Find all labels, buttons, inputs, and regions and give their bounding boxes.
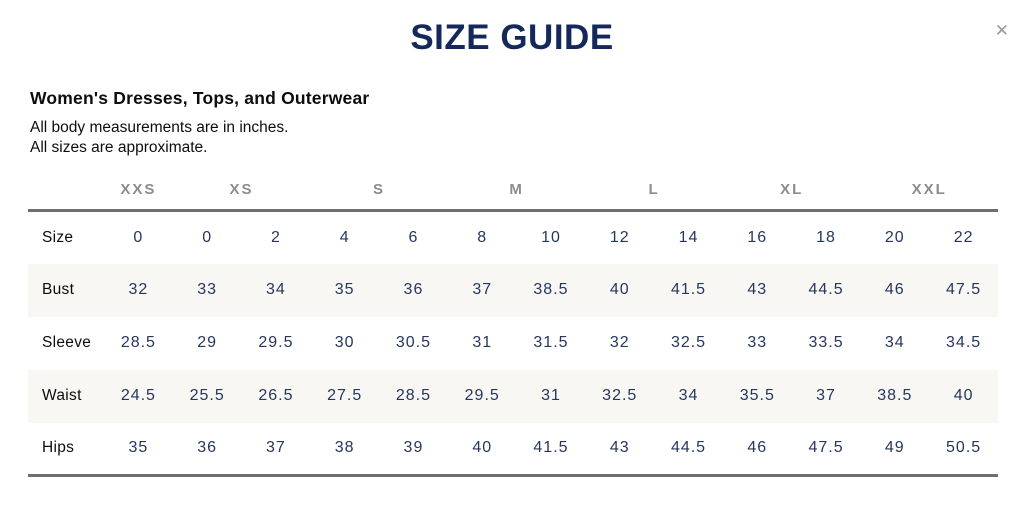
note-measurements: All body measurements are in inches. — [30, 119, 289, 136]
measurement-cell: 33 — [747, 334, 768, 352]
note-approximate: All sizes are approximate. — [30, 138, 208, 156]
measurement-cell: 38 — [334, 439, 355, 457]
measurement-cell: 32.5 — [670, 334, 707, 352]
measurement-cell: 35 — [334, 281, 355, 299]
measurement-cell: 34 — [678, 387, 699, 405]
size-group-header: S — [310, 173, 448, 213]
measurement-cell: 40 — [953, 387, 974, 405]
measurement-cell: 36 — [197, 439, 218, 457]
table-row: Hips 35 36 37 38 39 40 41.5 43 44.5 46 47.5 49 50.5 — [28, 423, 998, 476]
measurement-cell: 40 — [472, 439, 493, 457]
close-button[interactable]: ✕ — [991, 18, 1013, 44]
size-group-header: XXL — [860, 173, 998, 213]
measurement-cell: 8 — [477, 228, 488, 246]
size-group-header: XL — [722, 173, 861, 213]
measurement-cell: 35.5 — [739, 387, 775, 405]
table-row: Sleeve 28.5 29 29.5 30 30.5 31 31.5 32 32.5 33 33.5… — [28, 317, 998, 370]
row-label: Sleeve — [42, 334, 92, 352]
measurement-cell: 2 — [270, 228, 281, 246]
measurement-cell: 37 — [472, 281, 493, 299]
measurement-cell: 47.5 — [946, 281, 982, 299]
measurement-cell: 46 — [747, 439, 768, 457]
measurement-cell: 32 — [128, 281, 149, 299]
measurement-cell: 40 — [609, 281, 630, 299]
measurement-cell: 43 — [609, 439, 630, 457]
measurement-cell: 44.5 — [670, 439, 707, 457]
size-group-header: L — [585, 173, 723, 213]
measurement-cell: 29.5 — [258, 334, 294, 352]
measurement-cell: 30 — [334, 334, 355, 352]
measurement-cell: 34.5 — [946, 334, 982, 352]
measurement-cell: 12 — [609, 228, 630, 246]
measurement-cell: 29.5 — [464, 387, 500, 405]
size-table-body: Size 0 0 2 4 6 8 10 12 14 16 18 20 22 Bust 32 33 34 35 36 37… — [28, 211, 998, 476]
measurement-cell: 39 — [403, 439, 424, 457]
measurement-cell: 32 — [609, 334, 630, 352]
measurement-cell: 33.5 — [808, 334, 844, 352]
measurement-cell: 34 — [266, 281, 286, 299]
measurement-cell: 0 — [202, 228, 213, 246]
size-group-header: XS — [172, 173, 311, 213]
measurement-cell: 4 — [339, 228, 350, 246]
measurement-cell: 18 — [816, 228, 836, 246]
section-notes: All body measurements are in inches. All… — [30, 118, 1024, 157]
measurement-cell: 0 — [133, 228, 144, 246]
close-icon: ✕ — [994, 21, 1009, 40]
size-group-header: XXS — [104, 173, 173, 213]
measurement-cell: 37 — [816, 387, 836, 405]
row-label: Size — [42, 228, 74, 246]
size-group-header: M — [447, 173, 586, 213]
measurement-cell: 47.5 — [808, 439, 844, 457]
corner-cell — [28, 173, 104, 213]
measurement-cell: 33 — [197, 281, 218, 299]
measurement-cell: 41.5 — [670, 281, 707, 299]
measurement-cell: 31 — [472, 334, 493, 352]
size-table: XXS XS S M L XL XXL Size 0 0 2 4 6 8 10 12 14 16 18 20 22 Bu… — [28, 173, 998, 478]
measurement-cell: 25.5 — [189, 387, 225, 405]
measurement-cell: 10 — [541, 228, 561, 246]
table-row: Waist 24.5 25.5 26.5 27.5 28.5 29.5 31 32.5 34 35.… — [28, 369, 998, 423]
measurement-cell: 46 — [884, 281, 905, 299]
measurement-cell: 36 — [403, 281, 424, 299]
measurement-cell: 32.5 — [602, 387, 638, 405]
measurement-cell: 6 — [408, 228, 419, 246]
measurement-cell: 14 — [678, 228, 699, 246]
measurement-cell: 24.5 — [120, 387, 156, 405]
measurement-cell: 30.5 — [395, 334, 432, 352]
table-row: Size 0 0 2 4 6 8 10 12 14 16 18 20 22 — [28, 211, 998, 264]
measurement-cell: 28.5 — [120, 334, 156, 352]
measurement-cell: 37 — [266, 439, 286, 457]
measurement-cell: 41.5 — [533, 439, 569, 457]
page-title: SIZE GUIDE — [410, 18, 614, 57]
measurement-cell: 31.5 — [533, 334, 569, 352]
measurement-cell: 31 — [541, 387, 561, 405]
measurement-cell: 22 — [953, 228, 974, 246]
measurement-cell: 29 — [197, 334, 218, 352]
measurement-cell: 44.5 — [808, 281, 844, 299]
measurement-cell: 49 — [884, 439, 905, 457]
row-label: Waist — [42, 387, 82, 405]
size-group-row: XXS XS S M L XL XXL — [28, 173, 998, 213]
measurement-cell: 35 — [128, 439, 149, 457]
row-label: Bust — [42, 281, 75, 299]
measurement-cell: 34 — [884, 334, 905, 352]
measurement-cell: 38.5 — [877, 387, 913, 405]
measurement-cell: 28.5 — [395, 387, 432, 405]
row-label: Hips — [42, 439, 75, 457]
measurement-cell: 26.5 — [258, 387, 294, 405]
measurement-cell: 50.5 — [946, 439, 982, 457]
measurement-cell: 16 — [747, 228, 768, 246]
table-row: Bust 32 33 34 35 36 37 38.5 40 41.5 43 44.5 46 47.5 — [28, 263, 998, 317]
measurement-cell: 27.5 — [327, 387, 363, 405]
measurement-cell: 43 — [747, 281, 768, 299]
section-heading: Women's Dresses, Tops, and Outerwear — [30, 88, 370, 108]
measurement-cell: 20 — [884, 228, 905, 246]
measurement-cell: 38.5 — [533, 281, 569, 299]
